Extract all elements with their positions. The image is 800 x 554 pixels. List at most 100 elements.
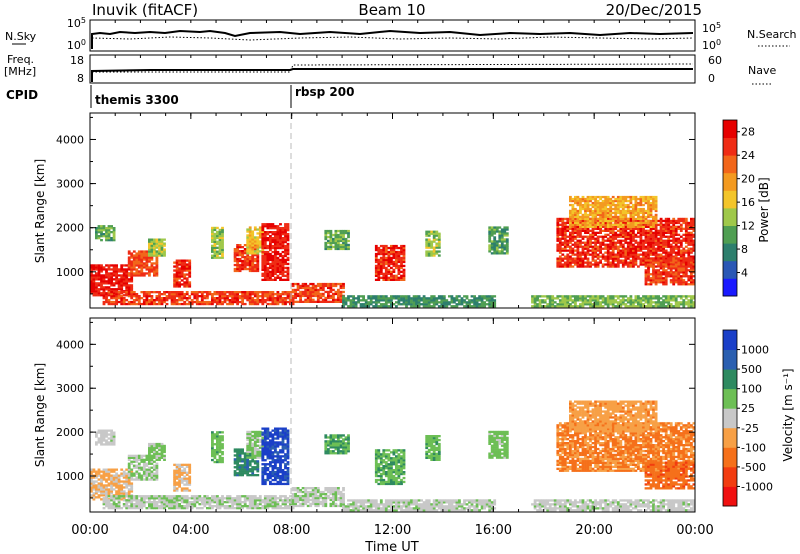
- heatmap-cell: [163, 242, 166, 245]
- heatmap-cell: [110, 231, 113, 234]
- heatmap-cell: [548, 301, 552, 304]
- heatmap-cell: [137, 252, 141, 255]
- heatmap-cell: [112, 443, 116, 446]
- heatmap-cell: [142, 272, 146, 275]
- heatmap-cell: [679, 241, 683, 244]
- heatmap-cell: [263, 233, 267, 236]
- heatmap-cell: [334, 241, 338, 245]
- heatmap-cell: [644, 199, 648, 203]
- heatmap-cell: [170, 300, 174, 304]
- heatmap-cell: [127, 492, 131, 495]
- heatmap-cell: [142, 466, 146, 469]
- heatmap-cell: [611, 255, 615, 258]
- heatmap-cell: [478, 297, 481, 300]
- heatmap-cell: [155, 268, 159, 271]
- heatmap-cell: [395, 252, 398, 256]
- heatmap-cell: [579, 303, 582, 306]
- heatmap-cell: [238, 267, 242, 271]
- heatmap-cell: [390, 276, 393, 279]
- heatmap-cell: [619, 217, 623, 221]
- heatmap-cell: [687, 257, 691, 260]
- nsky-tick-top: 105: [67, 16, 86, 30]
- heatmap-cell: [589, 233, 592, 236]
- heatmap-cell: [286, 266, 290, 270]
- heatmap-cell: [400, 256, 403, 260]
- heatmap-cell: [95, 480, 98, 483]
- heatmap-cell: [132, 268, 136, 271]
- heatmap-cell: [674, 237, 678, 240]
- heatmap-cell: [392, 303, 396, 306]
- heatmap-cell: [690, 283, 693, 286]
- heatmap-cell: [425, 250, 429, 253]
- heatmap-cell: [127, 454, 131, 457]
- heatmap-cell: [263, 239, 267, 242]
- heatmap-cell: [584, 225, 587, 228]
- heatmap-cell: [120, 270, 124, 273]
- heatmap-cell: [223, 291, 227, 294]
- heatmap-cell: [619, 243, 623, 246]
- heatmap-cell: [97, 264, 101, 267]
- heatmap-cell: [619, 201, 623, 205]
- heatmap-cell: [478, 299, 481, 302]
- heatmap-cell: [442, 299, 446, 302]
- heatmap-cell: [117, 486, 121, 489]
- heatmap-cell: [649, 239, 653, 242]
- heatmap-cell: [148, 254, 151, 257]
- heatmap-cell: [679, 255, 683, 258]
- heatmap-cell: [674, 229, 678, 232]
- heatmap-cell: [574, 207, 577, 211]
- heatmap-cell: [95, 284, 98, 287]
- heatmap-cell: [145, 295, 149, 298]
- heatmap-cell: [576, 241, 580, 244]
- heatmap-cell: [241, 254, 244, 257]
- heatmap-cell: [465, 305, 469, 308]
- heatmap-cell: [142, 258, 146, 261]
- heatmap-cell: [213, 236, 217, 240]
- heatmap-cell: [652, 223, 655, 226]
- heatmap-cell: [647, 301, 650, 304]
- heatmap-cell: [359, 305, 363, 308]
- heatmap-cell: [669, 227, 673, 230]
- heatmap-cell: [571, 301, 575, 304]
- heatmap-cell: [584, 211, 587, 215]
- heatmap-cell: [342, 305, 345, 308]
- heatmap-cell: [574, 199, 577, 203]
- heatmap-cell: [279, 272, 282, 275]
- heatmap-cell: [142, 460, 146, 463]
- heatmap-cell: [127, 291, 131, 294]
- heatmap-cell: [407, 303, 411, 306]
- heatmap-cell: [596, 207, 600, 211]
- heatmap-cell: [632, 253, 635, 256]
- heatmap-cell: [505, 244, 509, 247]
- heatmap-cell: [505, 250, 509, 253]
- heatmap-cell: [604, 263, 608, 266]
- heatmap-cell: [402, 246, 406, 250]
- heatmap-cell: [599, 261, 602, 264]
- heatmap-cell: [647, 199, 650, 203]
- heatmap-cell: [629, 217, 633, 221]
- heatmap-cell: [662, 229, 665, 232]
- heatmap-cell: [589, 225, 592, 228]
- heatmap-cell: [664, 273, 668, 276]
- heatmap-cell: [579, 217, 582, 221]
- heatmap-cell: [611, 239, 615, 242]
- heatmap-cell: [632, 213, 635, 217]
- heatmap-cell: [652, 259, 655, 262]
- heatmap-cell: [634, 233, 638, 236]
- heatmap-cell: [148, 260, 151, 263]
- heatmap-cell: [263, 244, 267, 248]
- heatmap-cell: [566, 221, 570, 225]
- heatmap-cell: [279, 240, 282, 244]
- heatmap-cell: [611, 235, 615, 238]
- heatmap-cell: [274, 272, 277, 275]
- heatmap-cell: [211, 254, 214, 257]
- heatmap-cell: [579, 251, 582, 254]
- heatmap-cell: [644, 229, 648, 232]
- heatmap-cell: [621, 227, 625, 230]
- heatmap-cell: [563, 265, 567, 268]
- heatmap-cell: [100, 268, 103, 271]
- heatmap-cell: [581, 227, 585, 230]
- heatmap-cell: [594, 197, 597, 201]
- heatmap-cell: [183, 302, 187, 306]
- heatmap-cell: [579, 259, 582, 262]
